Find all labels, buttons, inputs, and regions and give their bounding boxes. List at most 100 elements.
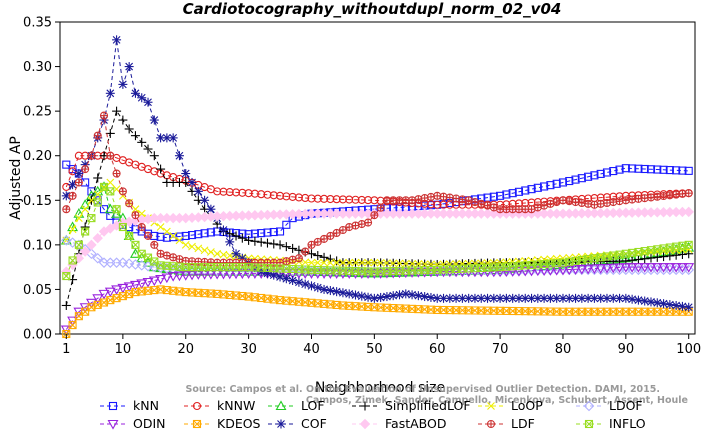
data-point: [345, 195, 354, 204]
data-point: [68, 256, 77, 265]
data-point: [640, 164, 649, 174]
legend-label: FastABOD: [385, 416, 447, 431]
data-point: [112, 169, 121, 178]
data-point: [74, 178, 83, 187]
data-point: [130, 88, 140, 98]
data-point: [376, 258, 385, 267]
data-point: [632, 263, 644, 273]
data-point: [313, 194, 322, 203]
data-point: [313, 251, 323, 261]
data-point: [294, 277, 304, 287]
data-point: [345, 258, 354, 267]
data-point: [363, 292, 373, 302]
data-point: [514, 187, 524, 196]
legend-label: SimplifiedLOF: [385, 398, 471, 413]
data-point: [156, 232, 165, 241]
data-point: [577, 174, 586, 183]
data-point: [659, 299, 669, 309]
data-point: [653, 165, 662, 174]
data-point: [382, 292, 392, 302]
data-point: [269, 239, 279, 249]
data-point: [332, 258, 341, 267]
data-point: [174, 271, 185, 282]
data-point: [639, 263, 651, 273]
data-point: [155, 274, 167, 285]
data-point: [79, 246, 91, 257]
data-point: [274, 269, 286, 280]
data-point: [313, 237, 322, 246]
data-point: [513, 267, 525, 277]
legend-item-loop: LoOP: [478, 398, 543, 413]
data-point: [275, 227, 285, 236]
x-tick-label: 90: [618, 342, 635, 357]
data-point: [388, 291, 398, 301]
data-point: [671, 250, 681, 260]
data-point: [659, 165, 668, 174]
data-point: [507, 267, 519, 277]
data-point: [117, 283, 129, 294]
data-point: [533, 183, 542, 192]
y-tick-label: 0.20: [23, 149, 52, 164]
data-point: [225, 229, 235, 239]
data-point: [584, 419, 594, 429]
data-point: [395, 290, 405, 300]
data-point: [137, 93, 147, 103]
data-point: [181, 240, 190, 249]
legend-label: LOF: [301, 398, 325, 413]
data-point: [645, 263, 657, 273]
data-point: [275, 191, 285, 200]
data-point: [652, 298, 662, 308]
data-point: [588, 264, 600, 275]
x-tick-label: 40: [303, 342, 320, 357]
legend-item-knn: kNN: [100, 398, 159, 413]
data-point: [670, 263, 682, 273]
data-point: [621, 164, 630, 173]
data-point: [294, 193, 303, 202]
data-point: [596, 199, 605, 208]
data-point: [651, 263, 663, 273]
data-point: [169, 232, 178, 240]
data-point: [659, 252, 669, 262]
data-point: [595, 264, 607, 274]
data-point: [508, 293, 518, 303]
legend-item-ldf: LDF: [478, 416, 535, 431]
data-point: [364, 218, 373, 227]
data-point: [538, 266, 550, 276]
data-point: [269, 191, 278, 200]
data-point: [658, 263, 670, 273]
series-ldf: [62, 111, 693, 267]
data-point: [112, 205, 121, 214]
data-point: [143, 97, 153, 107]
data-point: [508, 189, 517, 198]
data-point: [174, 151, 184, 161]
legend-item-fastabod: FastABOD: [352, 416, 447, 431]
data-point: [275, 240, 285, 250]
data-point: [194, 230, 203, 239]
data-point: [213, 187, 222, 196]
data-point: [250, 189, 259, 198]
data-point: [150, 240, 159, 249]
data-point: [112, 35, 122, 45]
data-point: [74, 214, 83, 223]
y-axis: 0.00 0.05 0.10 0.15 0.20 0.25 0.30 0.35: [23, 16, 60, 343]
data-point: [383, 259, 391, 267]
data-point: [306, 281, 316, 291]
data-point: [86, 239, 97, 251]
data-point: [131, 205, 140, 214]
data-point: [527, 185, 536, 194]
data-point: [149, 115, 159, 125]
data-point: [494, 267, 506, 278]
data-point: [332, 228, 341, 238]
data-point: [489, 192, 498, 201]
data-point: [671, 300, 681, 310]
data-point: [590, 200, 599, 209]
data-point: [74, 169, 84, 179]
data-point: [408, 259, 416, 268]
legend-label: LDOF: [609, 398, 643, 413]
data-point: [62, 272, 71, 281]
data-point: [332, 287, 342, 297]
data-point: [112, 106, 122, 116]
data-point: [161, 273, 173, 284]
data-point: [186, 270, 198, 281]
